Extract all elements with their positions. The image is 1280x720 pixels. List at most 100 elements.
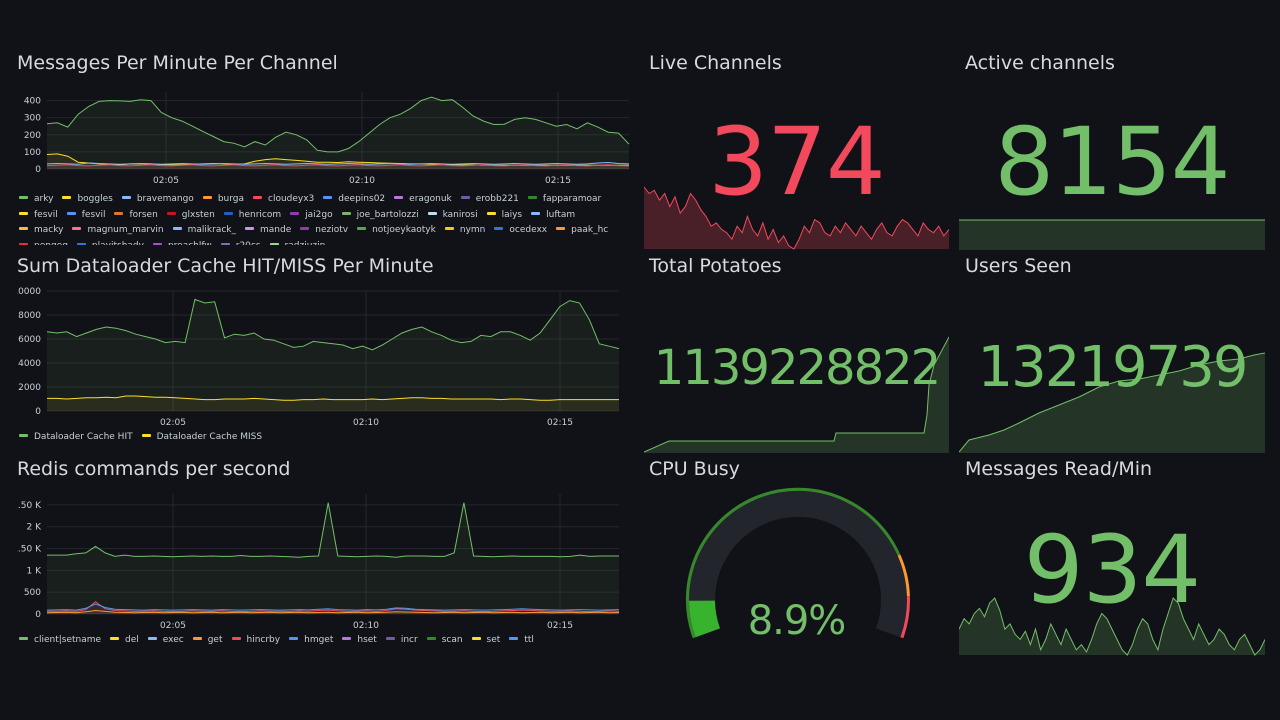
series-line [46,164,630,167]
legend-label: forsen [129,209,158,220]
sparkline-area [959,598,1265,655]
y-tick-label: 0 [35,165,41,175]
panel-title[interactable]: CPU Busy [649,458,740,480]
series-line [46,298,620,351]
legend-item[interactable]: notjoeykaotyk [357,223,436,239]
legend-item[interactable]: joe_bartolozzi [341,208,419,224]
legend-item[interactable]: neziotv [300,223,348,239]
legend-item[interactable]: fesvil [19,208,58,224]
legend-item[interactable]: glxsten [166,208,215,224]
legend-item[interactable]: get [192,633,223,649]
x-tick-label: 02:10 [353,418,379,427]
legend-item[interactable]: eragonuk [394,192,452,208]
legend-item[interactable]: r20cs [220,239,261,245]
legend-item[interactable]: radziuzin [269,239,325,245]
legend-swatch [202,196,212,199]
legend-item[interactable]: hincrby [231,633,280,649]
legend-swatch [19,434,28,437]
legend-item[interactable]: cloudeyx3 [253,192,314,208]
legend-item[interactable]: forsen [114,208,158,224]
x-tick-label: 02:05 [153,176,179,186]
legend-swatch [444,227,454,230]
legend-item[interactable]: nymn [444,223,486,239]
legend-swatch [66,211,76,215]
legend-item[interactable]: playitshady [76,239,144,245]
legend-item[interactable]: luftam [531,208,575,224]
legend-swatch [556,227,566,230]
legend-label: client|setname [34,635,102,645]
legend-label: arky [34,194,54,204]
gauge-threshold-red [899,596,910,639]
gauge-value-arc [689,600,721,638]
legend-item[interactable]: deepins02 [323,192,385,208]
panel-title[interactable]: Sum Dataloader Cache HIT/MISS Per Minute [17,255,434,277]
legend-item[interactable]: jai2go [290,208,333,224]
legend-item[interactable]: ttl [509,633,534,649]
legend-label: nymn [459,225,486,235]
legend-label: Dataloader Cache MISS [156,432,263,442]
legend-item[interactable]: ocedexx [494,223,547,239]
legend-item[interactable]: pengeg [19,239,68,245]
users-seen-value: 13219739 [977,335,1248,400]
legend-item[interactable]: fapparamoar [527,192,601,208]
legend-item[interactable]: scan [426,633,463,649]
legend-label: luftam [546,209,576,220]
legend-item[interactable]: exec [147,633,184,649]
legend-item[interactable]: laiys [486,208,522,224]
legend-label: fesvil [34,209,58,220]
y-tick-label: 4000 [18,359,41,369]
legend-label: deepins02 [338,194,386,204]
active-channels-sparkline [959,219,1265,250]
legend-item[interactable]: paak_hc [556,223,608,239]
legend-item[interactable]: hset [342,633,377,649]
legend-item[interactable]: Dataloader Cache MISS [141,430,263,446]
panel-title[interactable]: Live Channels [649,52,782,74]
panel-title[interactable]: Total Potatoes [649,255,782,277]
sparkline-line [644,336,949,453]
legend-item[interactable]: boggles [62,192,113,208]
legend-item[interactable]: del [110,633,139,649]
panel-title[interactable]: Messages Read/Min [965,458,1153,480]
legend-swatch [19,227,28,230]
chart-legend: client|setname del exec get hincrby hmget hset… [19,633,631,651]
messages-per-minute-chart[interactable]: 400 300 200 100 0 02:05 02:10 02:15 [17,52,631,192]
legend-item[interactable]: arky [19,192,53,208]
legend-item[interactable]: incr [385,633,418,649]
legend-item[interactable]: macky [19,223,63,239]
legend-swatch [290,211,300,215]
legend-swatch [460,196,470,199]
dataloader-cache-panel: Sum Dataloader Cache HIT/MISS Per Minute… [17,255,631,450]
legend-item[interactable]: kanirosi [427,208,478,224]
legend-item[interactable]: fesvil [66,208,105,224]
sparkline-area [644,187,949,249]
legend-item[interactable]: magnum_marvin [72,223,164,239]
legend-item[interactable]: hmget [289,633,333,649]
legend-label: del [125,635,139,645]
legend-item[interactable]: bravemango [121,192,194,208]
panel-title[interactable]: Users Seen [965,255,1072,277]
panel-title[interactable]: Redis commands per second [17,458,291,480]
legend-item[interactable]: erobb221 [460,192,519,208]
x-tick-label: 02:15 [547,621,573,630]
legend-item[interactable]: Dataloader Cache HIT [19,430,133,446]
y-tick-label: 500 [24,588,41,598]
legend-item[interactable]: client|setname [19,633,101,649]
legend-item[interactable]: mande [245,223,291,239]
panel-title[interactable]: Active channels [965,52,1115,74]
legend-item[interactable]: malikrack_ [172,223,236,239]
legend-swatch [323,196,333,199]
legend-swatch [245,227,255,230]
redis-commands-chart[interactable]: 2.50 K 2 K 1.50 K 1 K 500 0 02:05 02:10 02:15 [17,458,631,630]
legend-item[interactable]: burga [202,192,244,208]
messages-read-value: 934 [1023,516,1201,625]
sparkline-line [959,597,1265,656]
series-area [47,502,619,614]
legend-item[interactable]: henricom [223,208,281,224]
panel-title[interactable]: Messages Per Minute Per Channel [17,52,338,74]
legend-label: ttl [524,635,534,645]
legend-label: jai2go [305,209,333,220]
legend-item[interactable]: set [471,633,500,649]
legend-item[interactable]: preachlfw [152,239,212,245]
legend-swatch [62,196,72,199]
